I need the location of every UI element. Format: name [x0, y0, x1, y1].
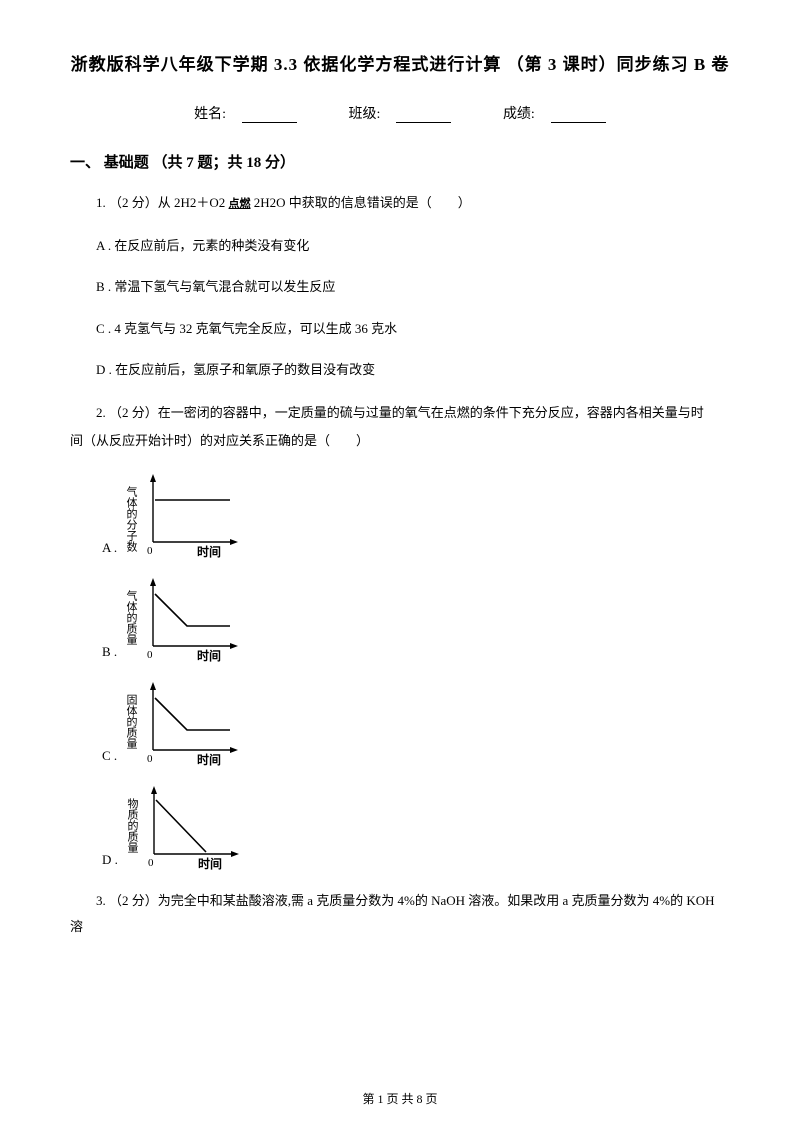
q2-d-label: D .	[102, 852, 118, 874]
svg-text:固体的质量: 固体的质量	[125, 693, 138, 748]
q1-option-b: B . 常温下氢气与氧气混合就可以发生反应	[70, 275, 730, 298]
q2-c-graph: 固体的质量 0 时间	[125, 680, 247, 770]
q2-option-d: D . 物质的质量 0 时间	[102, 784, 730, 874]
question-1: 1. （2 分）从 2H2＋O2 点燃 2H2O 中获取的信息错误的是（ ）	[70, 190, 730, 216]
svg-text:气体的质量: 气体的质量	[125, 588, 138, 644]
score-label: 成绩:	[503, 107, 535, 122]
page-title: 浙教版科学八年级下学期 3.3 依据化学方程式进行计算 （第 3 课时）同步练习…	[70, 50, 730, 75]
q2-b-label: B .	[102, 644, 117, 666]
question-3: 3. （2 分）为完全中和某盐酸溶液,需 a 克质量分数为 4%的 NaOH 溶…	[70, 888, 730, 940]
q1-option-d: D . 在反应前后，氢原子和氧原子的数目没有改变	[70, 358, 730, 381]
svg-text:0: 0	[148, 857, 154, 869]
svg-text:时间: 时间	[197, 752, 221, 767]
q1-ignite: 点燃	[229, 198, 251, 210]
page-footer: 第 1 页 共 8 页	[0, 1090, 800, 1107]
q2-c-label: C .	[102, 748, 117, 770]
svg-text:0: 0	[147, 649, 153, 661]
q1-option-c: C . 4 克氢气与 32 克氧气完全反应，可以生成 36 克水	[70, 317, 730, 340]
class-label: 班级:	[349, 107, 381, 122]
svg-text:时间: 时间	[197, 648, 221, 663]
section-header: 一、 基础题 （共 7 题；共 18 分）	[70, 151, 730, 172]
question-2: 2. （2 分）在一密闭的容器中，一定质量的硫与过量的氧气在点燃的条件下充分反应…	[70, 400, 730, 426]
q2-option-b: B . 气体的质量 0 时间	[102, 576, 730, 666]
q2-option-a: A . 气体的分子数 0 时间	[102, 472, 730, 562]
q2-option-c: C . 固体的质量 0 时间	[102, 680, 730, 770]
name-label: 姓名:	[194, 107, 226, 122]
q2-a-graph: 气体的分子数 0 时间	[125, 472, 247, 562]
q1-text-pre: 1. （2 分）从 2H2＋O2	[96, 195, 229, 210]
q1-text-post: 2H2O 中获取的信息错误的是（ ）	[251, 195, 471, 210]
q2-a-label: A .	[102, 540, 117, 562]
q1-option-a: A . 在反应前后，元素的种类没有变化	[70, 234, 730, 257]
score-blank	[551, 107, 606, 123]
name-blank	[242, 107, 297, 123]
svg-text:时间: 时间	[198, 856, 222, 871]
student-info-line: 姓名: 班级: 成绩:	[70, 103, 730, 123]
svg-text:时间: 时间	[197, 544, 221, 559]
question-2-cont: 间（从反应开始计时）的对应关系正确的是（ ）	[70, 428, 730, 454]
svg-text:0: 0	[147, 545, 153, 557]
q2-d-graph: 物质的质量 0 时间	[126, 784, 248, 874]
class-blank	[396, 107, 451, 123]
svg-text:气体的分子数: 气体的分子数	[125, 484, 138, 552]
q2-b-graph: 气体的质量 0 时间	[125, 576, 247, 666]
svg-text:物质的质量: 物质的质量	[126, 796, 139, 852]
svg-text:0: 0	[147, 753, 153, 765]
